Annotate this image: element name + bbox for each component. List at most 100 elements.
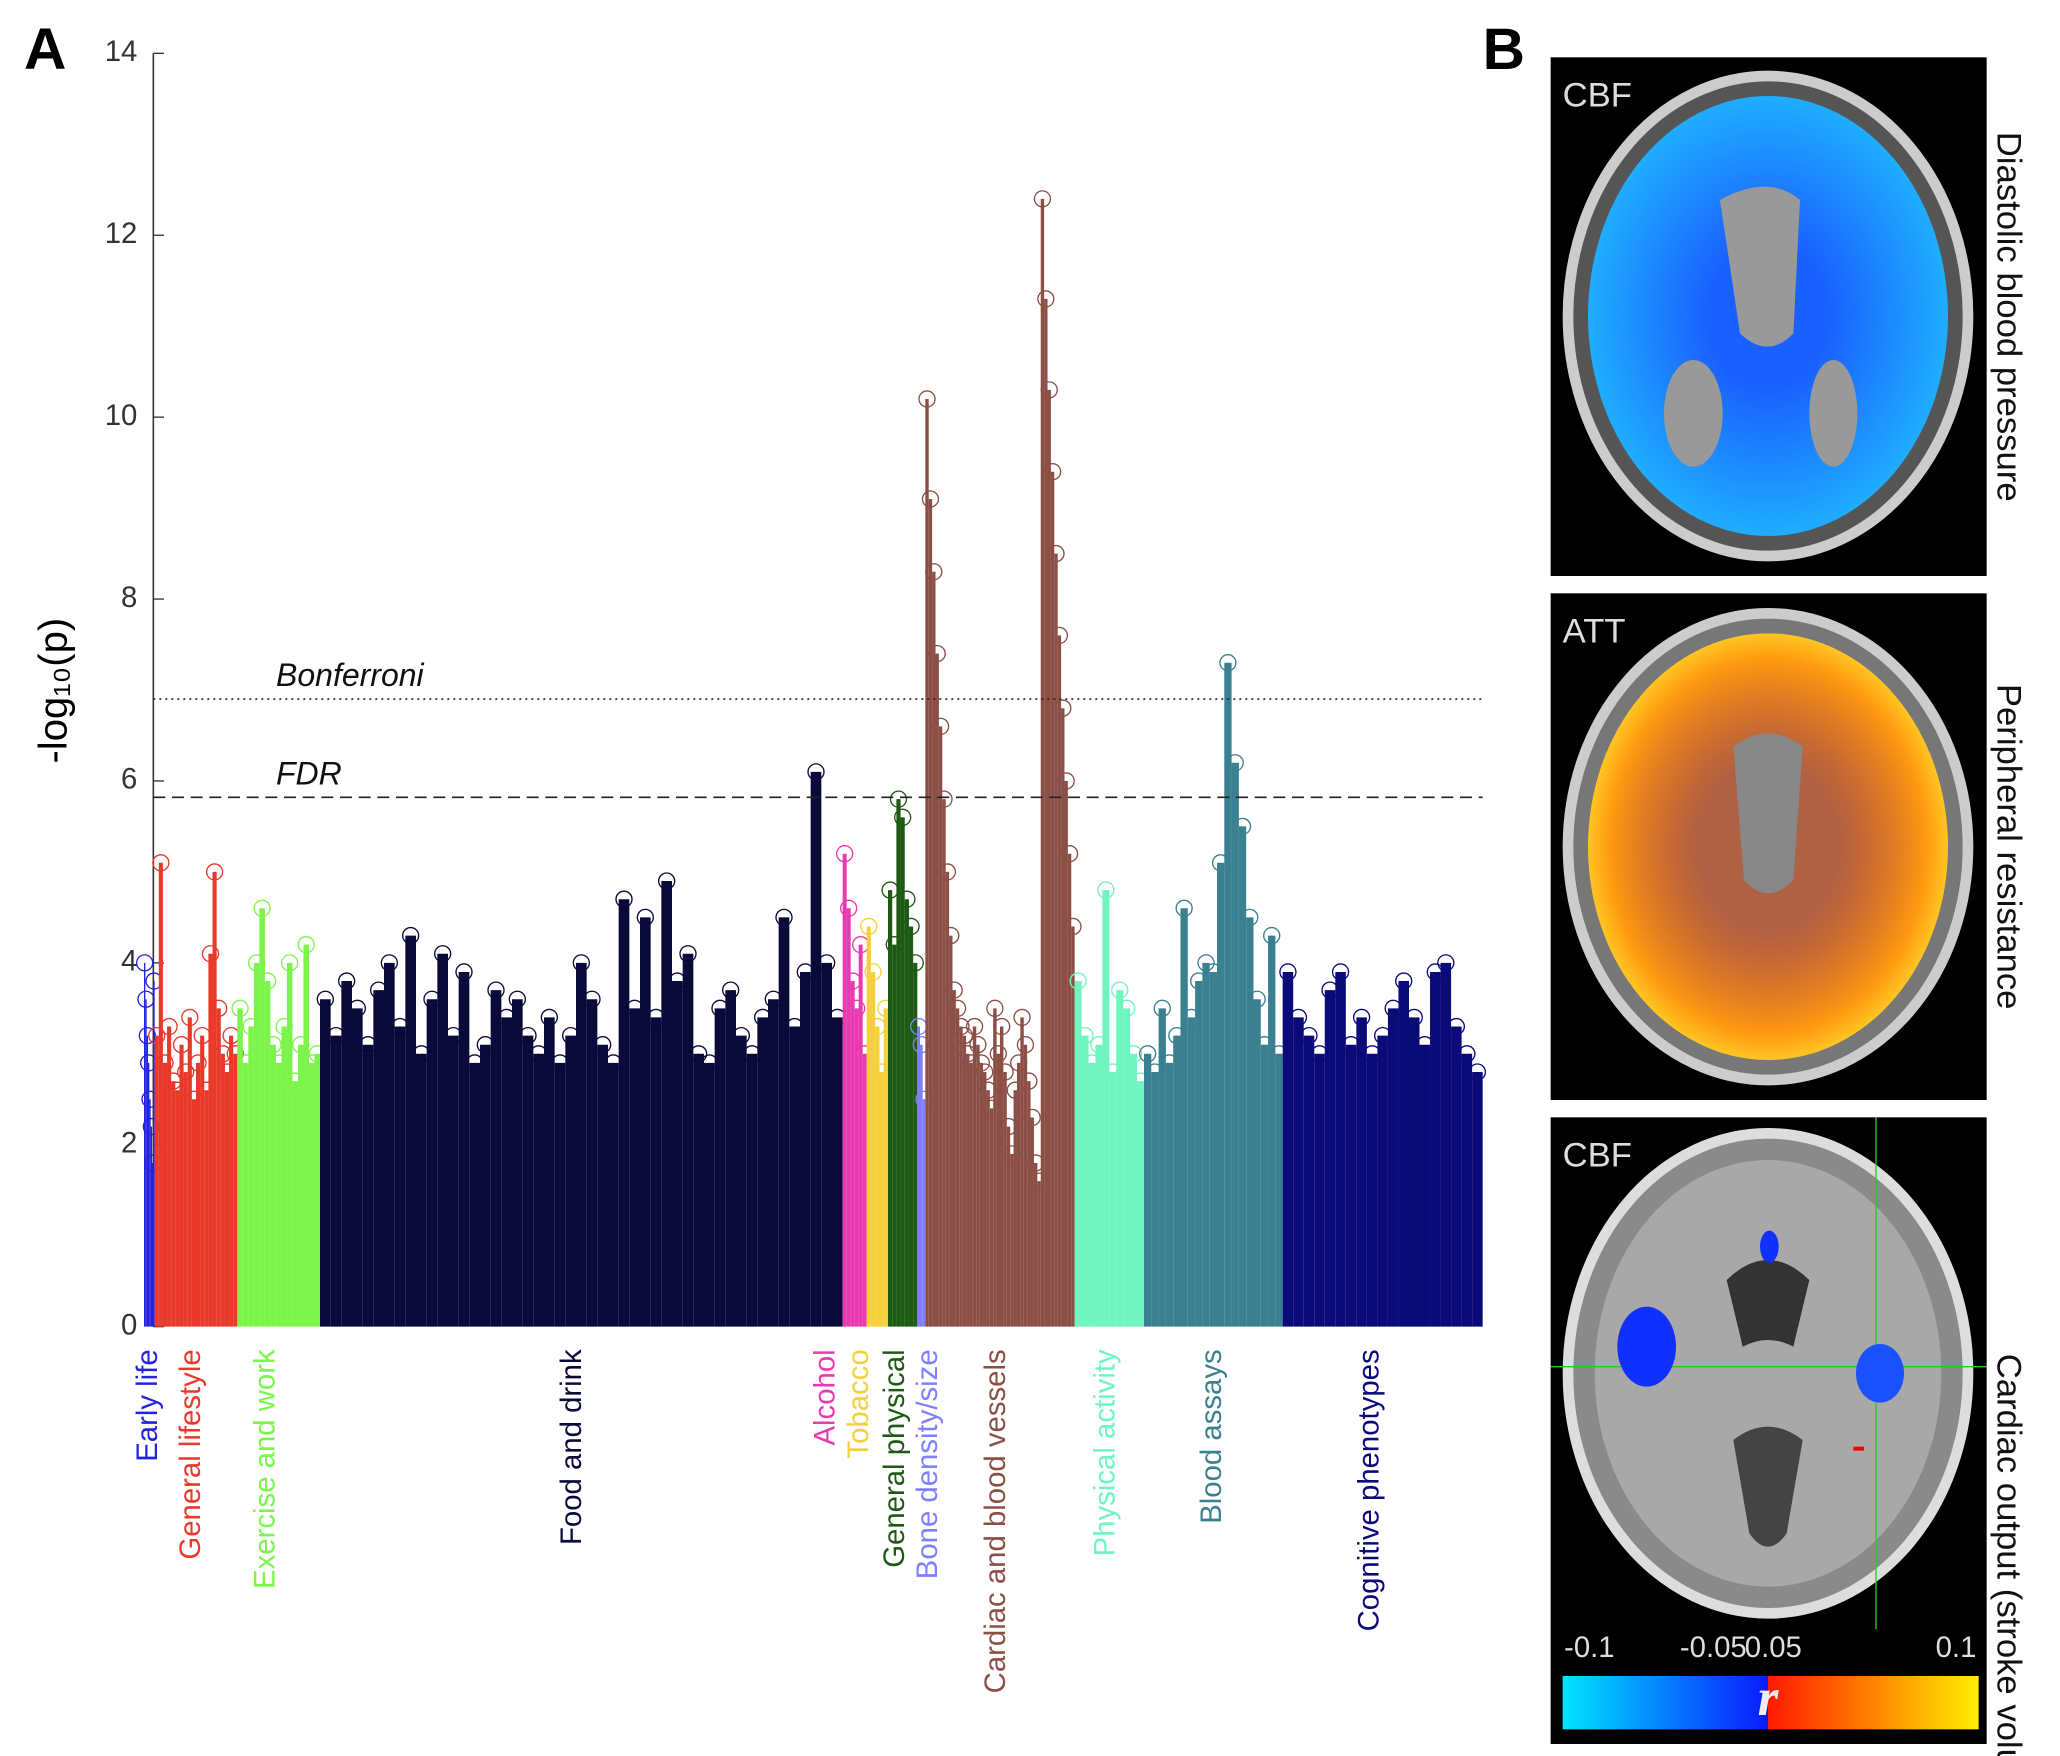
point — [807, 763, 825, 781]
series — [1279, 954, 1487, 1327]
point — [722, 981, 740, 999]
colorbar-tick-label: 0.1 — [1936, 1631, 1977, 1664]
brain-panel — [1550, 57, 1987, 577]
map-side-label: Peripheral resistance — [1990, 684, 2028, 1010]
point — [976, 1063, 994, 1081]
point — [148, 1026, 166, 1045]
point — [1069, 972, 1087, 990]
map-label: CBF — [1563, 76, 1632, 114]
threshold-label: FDR — [276, 755, 342, 791]
point — [1054, 699, 1072, 717]
point — [1226, 754, 1244, 772]
point — [972, 1054, 990, 1072]
point — [205, 863, 224, 881]
point — [1047, 544, 1065, 563]
category-label: Exercise and work — [248, 1349, 281, 1589]
point — [921, 490, 940, 508]
category-label: Alcohol — [808, 1349, 841, 1445]
point — [1447, 1017, 1466, 1036]
point — [864, 963, 882, 981]
point — [1468, 1063, 1487, 1081]
point — [935, 790, 953, 808]
y-tick-label: 14 — [105, 35, 138, 68]
map-side-label: Diastolic blood pressure — [1990, 132, 2028, 502]
point — [189, 1054, 207, 1072]
category-label: General lifestyle — [174, 1349, 207, 1559]
point — [380, 954, 398, 972]
point — [1175, 899, 1193, 917]
point — [138, 1026, 156, 1045]
point — [297, 936, 315, 954]
point — [348, 999, 366, 1017]
point — [1023, 1108, 1041, 1127]
point — [253, 899, 271, 917]
series — [316, 763, 846, 1327]
point — [906, 954, 924, 972]
point — [1111, 981, 1129, 999]
point — [1138, 1045, 1157, 1063]
point — [945, 981, 963, 999]
colorbar-tick-label: -0.1 — [1564, 1631, 1615, 1664]
point — [1437, 954, 1455, 972]
point — [928, 644, 946, 663]
point — [264, 1036, 282, 1054]
point — [996, 1063, 1014, 1081]
point — [231, 999, 249, 1017]
point — [1405, 1008, 1423, 1027]
point — [316, 990, 334, 1008]
series — [860, 917, 895, 1327]
threshold-label: Bonferroni — [276, 657, 425, 693]
category-label: General physical — [878, 1349, 911, 1567]
y-axis-label: -log₁₀(p) — [32, 618, 76, 764]
point — [1153, 999, 1171, 1017]
point — [1241, 908, 1259, 927]
series — [136, 954, 163, 1327]
point — [1016, 1036, 1035, 1054]
y-tick-label: 10 — [105, 399, 138, 432]
point — [860, 917, 878, 936]
point — [1248, 990, 1266, 1008]
panel-label: B — [1483, 17, 1525, 82]
point — [181, 1008, 199, 1027]
y-tick-label: 2 — [121, 1127, 137, 1160]
point — [1219, 654, 1237, 672]
point — [918, 390, 936, 408]
point — [1233, 817, 1252, 836]
point — [898, 890, 916, 908]
series — [918, 190, 1082, 1327]
point — [1040, 381, 1058, 399]
panel-label: A — [24, 17, 66, 82]
point — [156, 1054, 174, 1072]
point — [818, 954, 836, 972]
point — [583, 990, 601, 1008]
colorbar-tick-label: -0.05 — [1680, 1631, 1747, 1664]
point — [1020, 1072, 1038, 1090]
series — [836, 845, 874, 1327]
point — [836, 845, 854, 863]
series — [1069, 881, 1150, 1327]
point — [572, 954, 590, 972]
point — [732, 1026, 750, 1045]
point — [1279, 963, 1297, 981]
point — [969, 1036, 987, 1054]
point — [1076, 1026, 1094, 1045]
point — [840, 899, 858, 917]
point — [948, 999, 967, 1017]
point — [210, 999, 228, 1017]
category-label: Cognitive phenotypes — [1352, 1349, 1385, 1631]
point — [281, 954, 299, 972]
point — [487, 981, 505, 999]
y-tick-label: 6 — [121, 763, 137, 796]
point — [902, 917, 920, 936]
point — [1263, 926, 1281, 945]
point — [337, 972, 356, 990]
point — [615, 890, 633, 908]
point — [1395, 972, 1413, 990]
point — [1013, 1008, 1031, 1027]
point — [152, 854, 170, 872]
point — [540, 1008, 558, 1027]
point — [1117, 999, 1136, 1017]
category-label: Cardiac and blood vessels — [979, 1349, 1012, 1693]
point — [679, 945, 697, 963]
point — [1352, 1008, 1371, 1027]
